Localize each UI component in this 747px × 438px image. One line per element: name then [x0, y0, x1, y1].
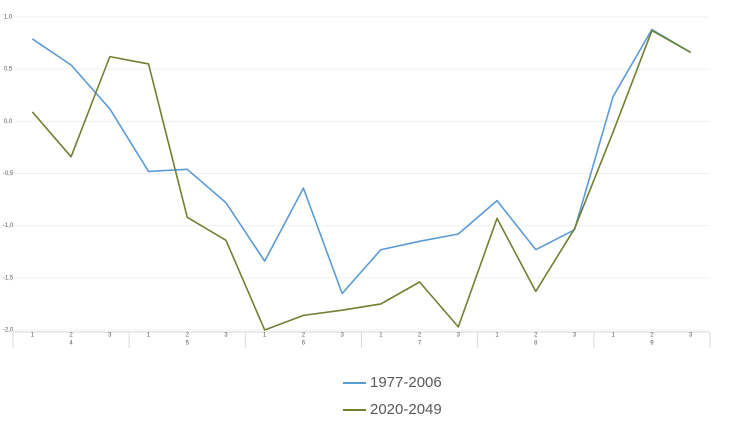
- x-tick-label: 2: [69, 333, 73, 339]
- x-tick-label: 3: [573, 333, 577, 339]
- x-tick-label: 1: [31, 333, 35, 339]
- group-label: 6: [302, 341, 306, 347]
- x-tick-label: 1: [263, 333, 267, 339]
- legend-label: 1977-2006: [370, 374, 442, 391]
- y-tick-label: 1,0: [4, 15, 13, 21]
- x-tick-label: 1: [495, 333, 499, 339]
- x-tick-label: 1: [612, 333, 616, 339]
- x-tick-label: 2: [534, 333, 538, 339]
- y-tick-label: -2,0: [3, 328, 14, 334]
- x-tick-label: 2: [302, 333, 306, 339]
- x-tick-label: 1: [147, 333, 151, 339]
- group-label: 5: [186, 341, 190, 347]
- legend-label: 2020-2049: [370, 401, 442, 418]
- x-tick-label: 3: [224, 333, 228, 339]
- x-tick-label: 2: [418, 333, 422, 339]
- y-tick-label: 0,5: [4, 67, 13, 73]
- y-tick-label: -1,0: [3, 223, 14, 229]
- x-tick-label: 3: [689, 333, 693, 339]
- series-line: [31, 28, 692, 295]
- group-label: 4: [69, 341, 73, 347]
- x-tick-label: 1: [379, 333, 383, 339]
- x-tick-label: 3: [457, 333, 461, 339]
- y-tick-label: -1,5: [3, 275, 14, 281]
- x-tick-label: 3: [340, 333, 344, 339]
- group-label: 8: [534, 341, 538, 347]
- group-label: 9: [650, 341, 654, 347]
- group-label: 7: [418, 341, 422, 347]
- y-tick-label: 0,0: [4, 119, 13, 125]
- x-tick-label: 2: [650, 333, 654, 339]
- series-line: [31, 29, 692, 331]
- x-tick-label: 3: [108, 333, 112, 339]
- y-tick-label: -0,5: [3, 171, 14, 177]
- x-tick-label: 2: [186, 333, 190, 339]
